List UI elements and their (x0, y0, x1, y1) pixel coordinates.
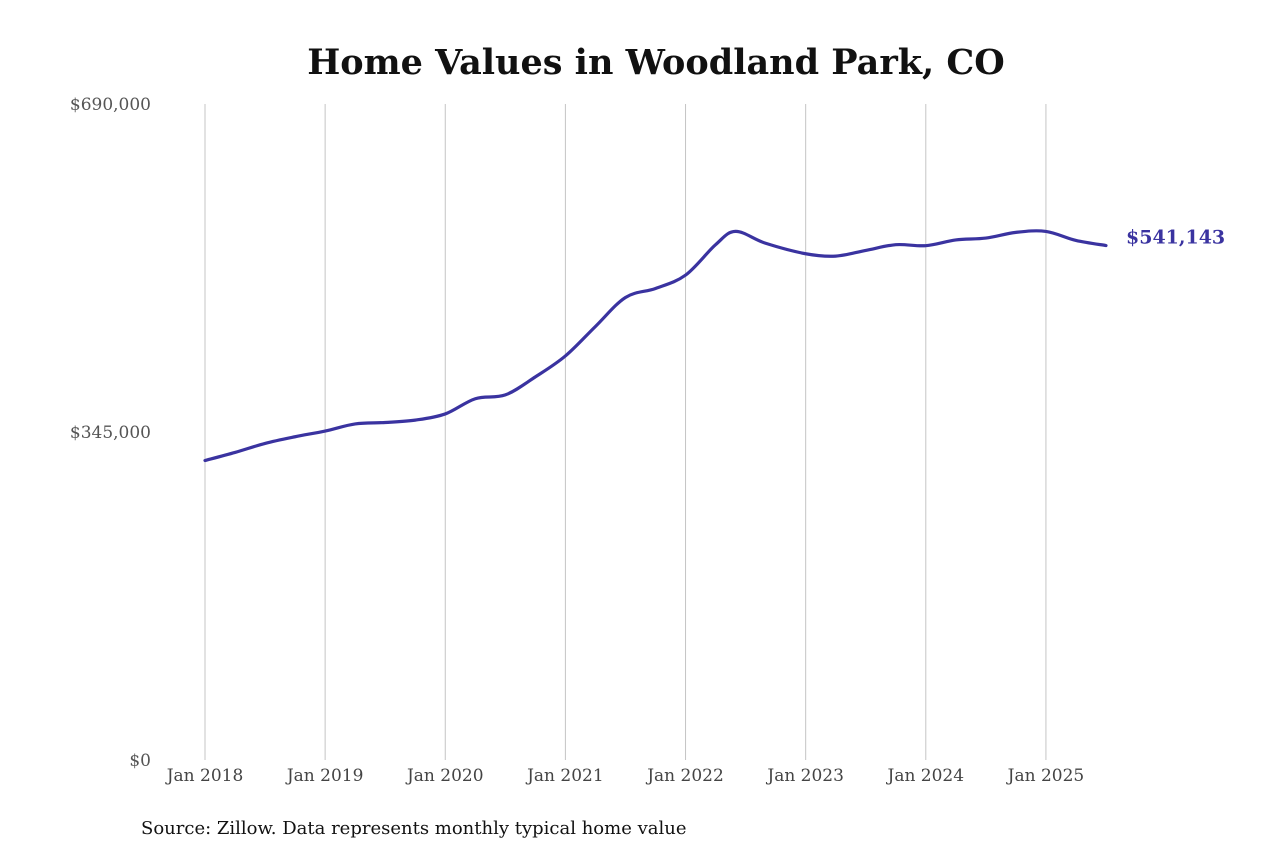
y-tick-label: $345,000 (70, 423, 151, 443)
x-tick-label: Jan 2023 (765, 766, 844, 786)
chart-title: Home Values in Woodland Park, CO (307, 42, 1005, 83)
grid-lines (204, 104, 1047, 760)
series-line (203, 229, 1108, 463)
x-tick-label: Jan 2018 (165, 766, 244, 786)
x-tick-label: Jan 2020 (405, 766, 484, 786)
x-tick-label: Jan 2022 (645, 766, 724, 786)
y-tick-label: $690,000 (70, 95, 151, 115)
series-group: $541,143 (203, 227, 1225, 463)
x-tick-label: Jan 2025 (1006, 766, 1085, 786)
y-tick-label: $0 (129, 751, 151, 771)
source-note: Source: Zillow. Data represents monthly … (141, 818, 687, 839)
x-axis-tick-labels: Jan 2018 Jan 2019 Jan 2020 Jan 2021 Jan 2022… (165, 766, 1085, 786)
y-axis-tick-labels: $0 $345,000 $690,000 (70, 95, 151, 771)
x-tick-label: Jan 2019 (285, 766, 364, 786)
x-tick-label: Jan 2024 (886, 766, 965, 786)
end-value-label: $541,143 (1126, 227, 1225, 249)
x-tick-label: Jan 2021 (525, 766, 604, 786)
